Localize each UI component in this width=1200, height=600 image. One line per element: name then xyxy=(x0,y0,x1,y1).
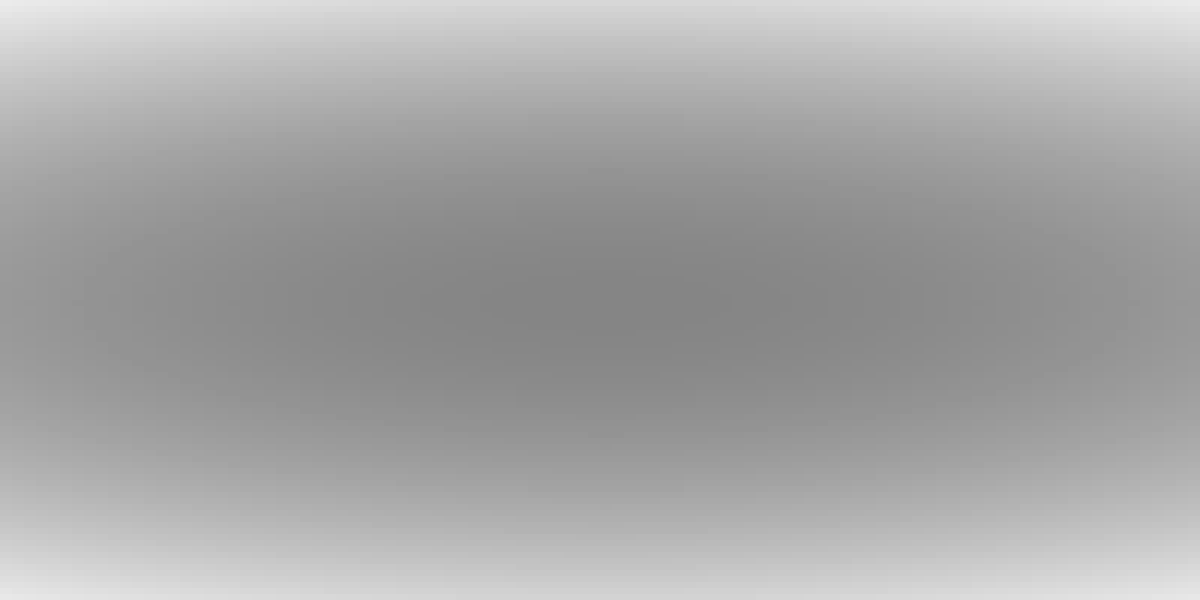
Bar xyxy=(430,181,496,500)
Bar xyxy=(842,263,910,500)
Bar xyxy=(776,422,842,500)
Text: 0.04: 0.04 xyxy=(127,469,164,484)
Bar xyxy=(362,410,430,500)
Bar xyxy=(636,295,702,500)
Bar xyxy=(984,459,1050,500)
Bar xyxy=(222,426,288,500)
Bar xyxy=(156,484,222,500)
Text: Plastic Waste Pyrolysis Oil Market, By Regional, 2023 & 2032: Plastic Waste Pyrolysis Oil Market, By R… xyxy=(29,89,874,117)
Legend: 2023, 2032: 2023, 2032 xyxy=(738,56,965,92)
Bar xyxy=(1050,356,1116,500)
Bar xyxy=(570,439,636,500)
